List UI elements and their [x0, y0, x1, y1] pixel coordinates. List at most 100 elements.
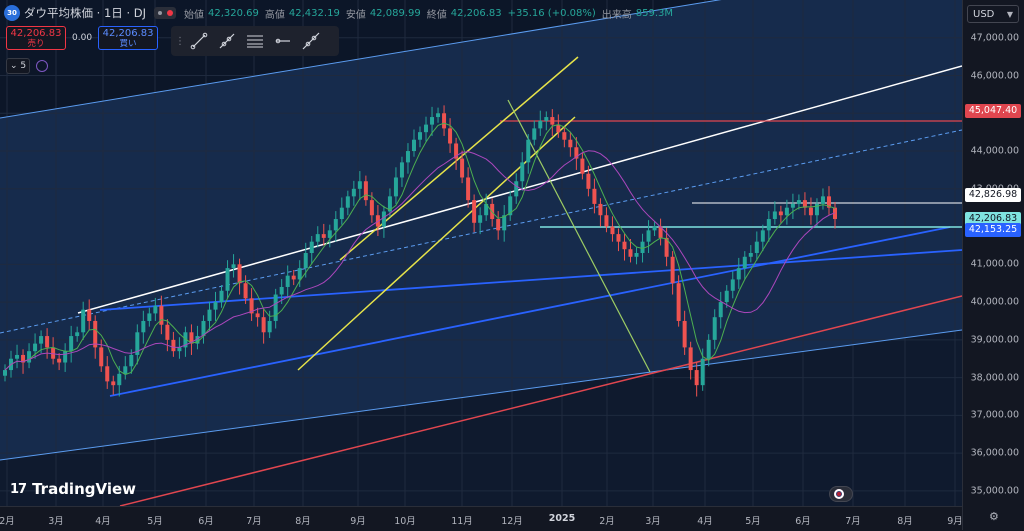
candle-body [315, 234, 320, 242]
tradingview-logo-icon: 17 [10, 481, 27, 497]
channel-top-line [0, 0, 722, 119]
price-tick-label: 46,000.00 [970, 70, 1019, 82]
candle-body [640, 241, 645, 253]
price-axis[interactable]: USD ▼ 47,000.0046,000.0045,000.0044,000.… [962, 0, 1024, 530]
candle-body [736, 268, 741, 280]
candle-body [297, 268, 302, 280]
chevron-down-icon: ▼ [1006, 10, 1013, 19]
candle-body [778, 211, 783, 216]
candle-body [381, 211, 386, 227]
currency-label: USD [973, 9, 995, 20]
watermark-text: TradingView [32, 480, 137, 498]
indicator-settings-icon[interactable] [36, 60, 49, 72]
price-tick-label: 40,000.00 [970, 296, 1019, 308]
parallel-channel-tool-icon[interactable] [243, 30, 267, 52]
candle-body [448, 128, 453, 144]
white-trend-line [77, 65, 962, 314]
close-value: 42,206.83 [450, 7, 502, 19]
candle-body [87, 309, 92, 321]
high-value: 42,432.19 [288, 7, 340, 19]
candle-body [393, 177, 398, 197]
price-tag-resistance[interactable]: 45,047.40 [965, 104, 1021, 119]
candle-body [411, 139, 416, 152]
candle-body [267, 320, 272, 333]
trade-panel: 42,206.83 売り 0.00 42,206.83 買い [6, 26, 159, 50]
candle-body [285, 275, 290, 287]
candle-body [339, 207, 344, 220]
candle-body [833, 207, 837, 220]
candle-body [81, 309, 86, 333]
time-tick-label: 12月 [501, 516, 523, 527]
open-value: 42,320.69 [208, 7, 259, 19]
candle-body [333, 219, 338, 231]
horizontal-ray-tool-icon[interactable] [271, 30, 295, 52]
indicators-toggle-button[interactable]: ⌄ 5 [6, 58, 31, 74]
trend-line-tool-icon[interactable] [187, 30, 211, 52]
candle-body [544, 117, 549, 121]
candle-body [45, 336, 50, 348]
time-tick-label: 3月 [645, 516, 661, 527]
buy-button[interactable]: 42,206.83 買い [98, 26, 159, 50]
candle-body [652, 226, 657, 231]
candle-body [57, 358, 62, 363]
sell-button[interactable]: 42,206.83 売り [6, 26, 66, 50]
candle-body [75, 332, 80, 337]
candle-body [526, 139, 531, 163]
candle-body [243, 283, 248, 299]
candle-body [628, 249, 633, 257]
candle-body [309, 241, 314, 253]
indicator-count: 5 [20, 61, 27, 71]
candle-body [562, 132, 567, 140]
extended-line-tool-icon[interactable] [299, 30, 323, 52]
candle-body [442, 113, 447, 129]
candle-body [231, 264, 236, 269]
candle-body [261, 317, 266, 333]
candle-body [201, 320, 206, 337]
candle-body [622, 241, 627, 250]
symbol-legend: 30 ダウ平均株価 · 1日 · DJ 始値 42,320.69 高値 42,432… [4, 4, 675, 22]
candle-body [111, 381, 116, 386]
candle-body [454, 143, 459, 159]
price-tag-high-level[interactable]: 42,826.98 [965, 188, 1021, 203]
us-flag-icon[interactable] [829, 486, 853, 502]
candle-body [508, 196, 513, 216]
candle-body [520, 162, 525, 182]
symbol-name[interactable]: ダウ平均株価 · 1日 · DJ [24, 6, 146, 20]
tradingview-watermark[interactable]: 17 TradingView [10, 480, 136, 498]
candle-body [664, 237, 669, 257]
axis-settings-icon[interactable]: ⚙ [989, 510, 999, 523]
time-tick-label: 9月 [947, 516, 963, 527]
candle-body [718, 302, 723, 318]
candle-body [430, 117, 435, 125]
market-status-icon[interactable] [154, 7, 176, 19]
low-value: 42,089.99 [369, 7, 421, 19]
green-diagonal-line [507, 99, 651, 373]
candle-body [321, 234, 326, 238]
time-axis[interactable]: 2月 3月 4月 5月 6月 7月 8月 9月 10月 11月 12月 2025 2月 3月 4月 5月 6月 7… [0, 506, 963, 531]
drag-handle-icon[interactable]: ⋮ [175, 35, 185, 47]
candle-body [610, 226, 615, 235]
chart-canvas[interactable] [0, 0, 962, 506]
candle-body [700, 358, 705, 386]
ma-short-line [4, 122, 836, 376]
ray-tool-icon[interactable] [215, 30, 239, 52]
candle-body [730, 279, 735, 291]
currency-selector[interactable]: USD ▼ [967, 5, 1019, 23]
candle-body [670, 256, 675, 284]
price-tick-label: 38,000.00 [970, 372, 1019, 384]
candle-body [3, 370, 7, 376]
candle-body [99, 347, 104, 367]
candle-body [159, 305, 164, 325]
price-tag-last-price[interactable]: 42,206.83 [965, 211, 1021, 226]
candle-body [165, 324, 170, 340]
time-tick-label: 5月 [745, 516, 761, 527]
price-tag-line-level[interactable]: 42,153.25 [965, 222, 1021, 237]
close-label: 終値 [426, 9, 447, 21]
candle-body [748, 253, 753, 257]
symbol-logo[interactable]: 30 [4, 5, 20, 21]
candle-body [177, 347, 182, 352]
candle-body [387, 196, 392, 212]
candle-body [39, 336, 44, 344]
candle-body [712, 317, 717, 340]
candle-body [592, 188, 597, 204]
